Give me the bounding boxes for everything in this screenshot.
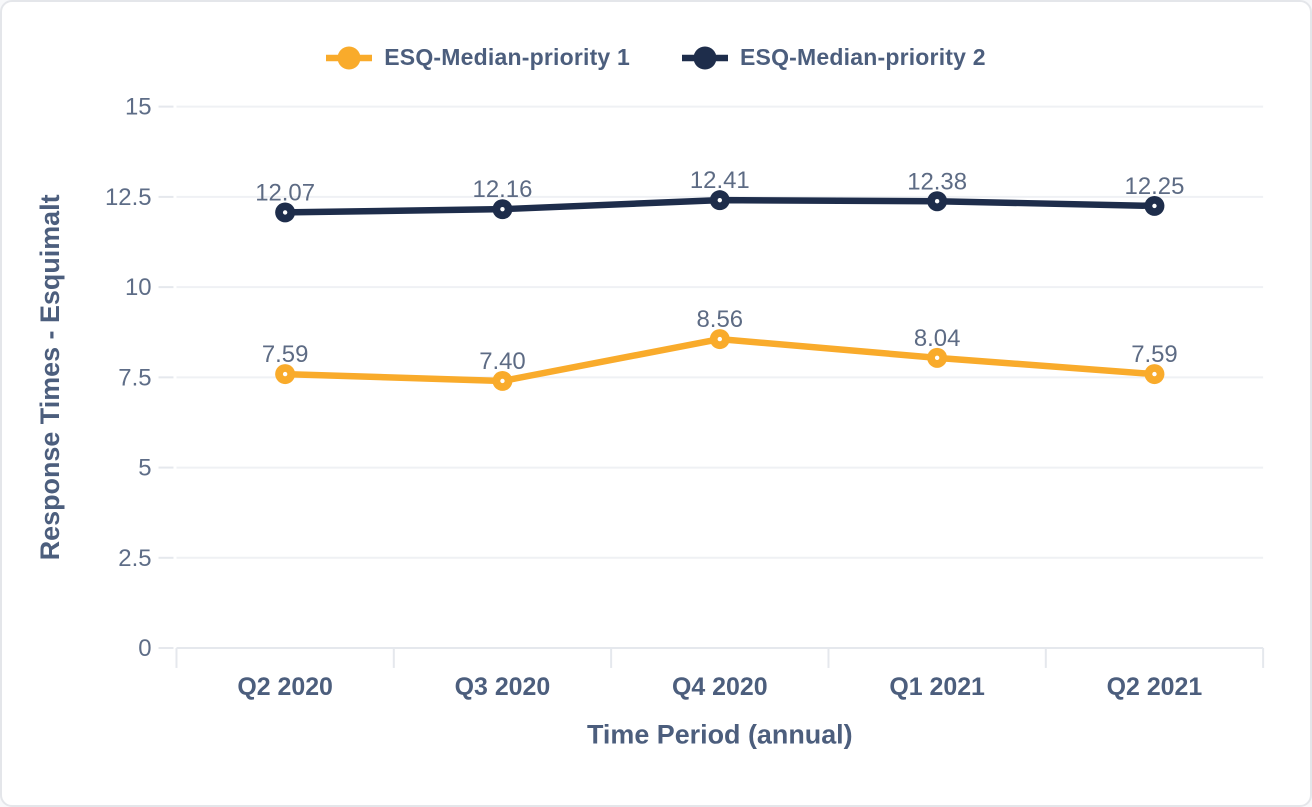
data-label: 12.25 bbox=[1125, 173, 1185, 200]
data-point-center bbox=[717, 336, 722, 342]
y-tick-label: 2.5 bbox=[118, 545, 151, 572]
data-point-center bbox=[934, 355, 940, 361]
y-tick-label: 15 bbox=[125, 94, 152, 121]
legend-label: ESQ-Median-priority 2 bbox=[740, 44, 986, 70]
data-label: 12.41 bbox=[690, 167, 750, 194]
y-tick-label: 10 bbox=[125, 274, 152, 301]
x-tick-label: Q2 2020 bbox=[237, 673, 333, 701]
data-label: 7.59 bbox=[262, 341, 309, 368]
legend-label: ESQ-Median-priority 1 bbox=[384, 44, 630, 70]
legend-item-priority-2[interactable]: ESQ-Median-priority 2 bbox=[682, 44, 986, 71]
legend-item-priority-1[interactable]: ESQ-Median-priority 1 bbox=[326, 44, 630, 71]
data-point-center bbox=[500, 206, 505, 212]
data-label: 12.16 bbox=[473, 176, 533, 203]
data-point-center bbox=[934, 199, 940, 204]
data-label: 8.04 bbox=[914, 325, 961, 352]
data-label: 12.07 bbox=[255, 179, 315, 206]
data-point-center bbox=[1152, 203, 1157, 209]
data-point-center bbox=[1152, 371, 1157, 377]
data-label: 12.38 bbox=[907, 168, 967, 195]
data-point-center bbox=[500, 378, 505, 384]
data-point-center bbox=[282, 371, 288, 377]
x-tick-label: Q2 2021 bbox=[1107, 673, 1203, 701]
data-label: 8.56 bbox=[697, 306, 744, 333]
y-tick-label: 12.5 bbox=[105, 184, 152, 211]
y-axis-title: Response Times - Esquimalt bbox=[35, 194, 65, 560]
x-tick-label: Q1 2021 bbox=[889, 673, 985, 701]
data-point-center bbox=[282, 210, 288, 215]
data-point-center bbox=[717, 197, 722, 203]
x-tick-label: Q4 2020 bbox=[672, 673, 768, 701]
y-tick-label: 0 bbox=[138, 635, 151, 662]
legend: ESQ-Median-priority 1 ESQ-Median-priorit… bbox=[2, 44, 1310, 71]
x-tick-label: Q3 2020 bbox=[455, 673, 551, 701]
data-label: 7.40 bbox=[479, 348, 526, 375]
line-marker-icon bbox=[682, 46, 728, 69]
line-marker-icon bbox=[326, 46, 373, 69]
y-tick-label: 5 bbox=[138, 455, 151, 482]
x-axis-title: Time Period (annual) bbox=[587, 720, 853, 750]
y-tick-label: 7.5 bbox=[118, 364, 151, 391]
data-label: 7.59 bbox=[1131, 341, 1178, 368]
